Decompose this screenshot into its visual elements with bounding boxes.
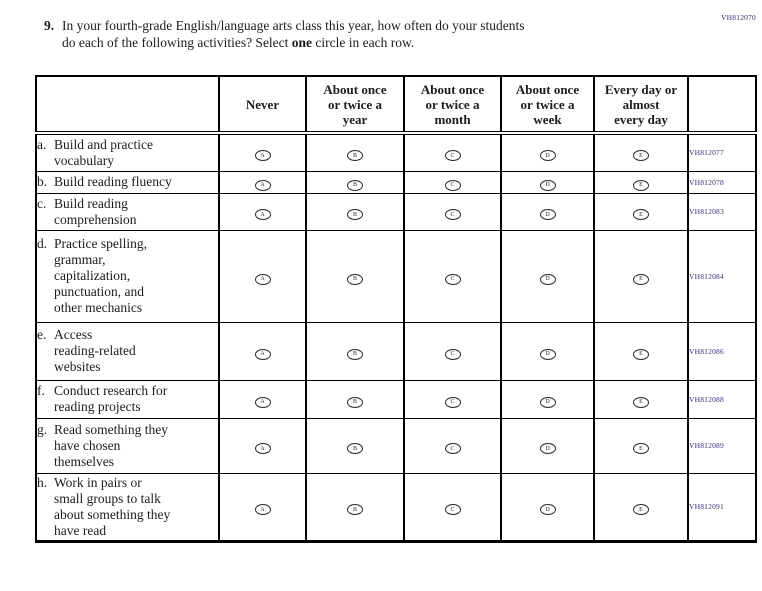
row-b-item-code: VH812078 xyxy=(687,170,757,194)
answer-circle-e[interactable]: E xyxy=(633,504,649,515)
row-d-prefix: d. xyxy=(37,236,48,251)
answer-circle-d[interactable]: D xyxy=(539,150,556,162)
row-g-item-code: VH812089 xyxy=(687,417,757,474)
row-g-text: Read something they have chosen themselv… xyxy=(54,421,168,469)
answer-circle-e[interactable]: E xyxy=(633,179,649,191)
answer-circle-b[interactable]: B xyxy=(347,348,363,360)
form-code-top-right: VH812070 xyxy=(721,13,756,22)
row-a-label: a. Build and practice vocabulary xyxy=(35,132,220,172)
header-once-twice-week: About once or twice a week xyxy=(500,75,595,135)
row-c-label: c. Build reading comprehension xyxy=(35,192,220,231)
answer-circle-e[interactable]: E xyxy=(633,443,649,454)
answer-circle-c[interactable]: C xyxy=(444,273,461,285)
answer-circle-e[interactable]: E xyxy=(633,209,649,220)
answer-circle-a[interactable]: A xyxy=(254,273,271,285)
row-c-item-code: VH812083 xyxy=(687,192,757,231)
answer-circle-a[interactable]: A xyxy=(254,209,271,220)
row-a-item-code: VH812077 xyxy=(687,132,757,172)
question-number: 9. xyxy=(44,18,55,33)
answer-circle-b[interactable]: B xyxy=(347,443,363,454)
row-h-item-code: VH812091 xyxy=(687,472,757,542)
question-line2-pre: do each of the following activities? Sel… xyxy=(62,34,292,50)
header-row: Never About once or twice a year About o… xyxy=(35,75,757,135)
answer-circle-c[interactable]: C xyxy=(444,209,461,220)
answer-circle-a[interactable]: A xyxy=(254,348,271,360)
answer-circle-d[interactable]: D xyxy=(539,179,556,191)
header-empty-label-col xyxy=(35,75,220,135)
answer-circle-d[interactable]: D xyxy=(539,504,556,515)
row-e-prefix: e. xyxy=(37,327,47,342)
row-h-text: Work in pairs or small groups to talk ab… xyxy=(54,474,171,538)
answer-circle-a[interactable]: A xyxy=(254,443,271,454)
header-once-twice-month: About once or twice a month xyxy=(403,75,502,135)
question-line1: In your fourth-grade English/language ar… xyxy=(62,18,525,33)
activities-frequency-table: Never About once or twice a year About o… xyxy=(35,75,757,543)
row-f-item-code: VH812088 xyxy=(687,379,757,419)
row-h-prefix: h. xyxy=(37,474,48,490)
answer-circle-a[interactable]: A xyxy=(254,150,271,162)
row-h-label: h. Work in pairs or small groups to talk … xyxy=(35,472,220,542)
question-line2-bold: one xyxy=(291,34,313,50)
answer-circle-b[interactable]: B xyxy=(347,396,363,408)
row-e-label: e. Access reading-related websites xyxy=(35,321,220,381)
row-c-text: Build reading comprehension xyxy=(54,195,137,227)
answer-circle-b[interactable]: B xyxy=(347,273,363,285)
table-row-d: d. Practice spelling, grammar, capitaliza… xyxy=(35,229,757,323)
table-row-e: e. Access reading-related websites A B C … xyxy=(35,321,757,381)
answer-circle-a[interactable]: A xyxy=(254,179,271,191)
answer-circle-a[interactable]: A xyxy=(254,396,271,408)
answer-circle-c[interactable]: C xyxy=(444,150,461,162)
answer-circle-d[interactable]: D xyxy=(539,443,556,454)
answer-circle-d[interactable]: D xyxy=(539,209,556,220)
row-f-prefix: f. xyxy=(37,383,45,398)
answer-circle-d[interactable]: D xyxy=(539,348,556,360)
table-row-g: g. Read something they have chosen themse… xyxy=(35,417,757,474)
row-c-prefix: c. xyxy=(37,195,47,211)
table-row-h: h. Work in pairs or small groups to talk … xyxy=(35,472,757,542)
row-e-item-code: VH812086 xyxy=(687,321,757,381)
answer-circle-c[interactable]: C xyxy=(444,348,461,360)
row-a-text: Build and practice vocabulary xyxy=(54,136,153,168)
answer-circle-d[interactable]: D xyxy=(539,273,556,285)
row-b-prefix: b. xyxy=(37,174,48,189)
row-e-text: Access reading-related websites xyxy=(54,327,136,374)
answer-circle-e[interactable]: E xyxy=(633,348,649,360)
header-never: Never xyxy=(218,75,307,135)
question-block: 9. In your fourth-grade English/language… xyxy=(44,18,684,51)
header-empty-code-col xyxy=(687,75,757,135)
answer-circle-b[interactable]: B xyxy=(347,209,363,220)
answer-circle-a[interactable]: A xyxy=(254,504,271,515)
answer-circle-c[interactable]: C xyxy=(444,443,461,454)
header-once-twice-year: About once or twice a year xyxy=(305,75,405,135)
header-every-day: Every day or almost every day xyxy=(593,75,689,135)
row-d-text: Practice spelling, grammar, capitalizati… xyxy=(54,236,147,315)
answer-circle-c[interactable]: C xyxy=(444,504,461,515)
table-row-b: b. Build reading fluency A B C D E VH8120… xyxy=(35,170,757,194)
answer-circle-e[interactable]: E xyxy=(633,273,649,285)
row-a-prefix: a. xyxy=(37,136,47,152)
table-row-a: a. Build and practice vocabulary A B C D … xyxy=(35,132,757,172)
row-g-prefix: g. xyxy=(37,421,48,437)
answer-circle-d[interactable]: D xyxy=(539,396,556,408)
row-d-item-code: VH812084 xyxy=(687,229,757,323)
answer-circle-e[interactable]: E xyxy=(633,150,649,162)
answer-circle-e[interactable]: E xyxy=(633,396,649,408)
question-text: In your fourth-grade English/language ar… xyxy=(62,18,684,51)
table-row-c: c. Build reading comprehension A B C D E … xyxy=(35,192,757,231)
table-row-f: f. Conduct research for reading projects … xyxy=(35,379,757,419)
row-g-label: g. Read something they have chosen themse… xyxy=(35,417,220,474)
row-b-text: Build reading fluency xyxy=(54,174,172,189)
answer-circle-b[interactable]: B xyxy=(347,504,363,515)
row-b-label: b. Build reading fluency xyxy=(35,170,220,194)
answer-circle-b[interactable]: B xyxy=(347,150,363,162)
row-d-label: d. Practice spelling, grammar, capitaliza… xyxy=(35,229,220,323)
answer-circle-c[interactable]: C xyxy=(444,396,461,408)
question-line2-post: circle in each row. xyxy=(312,34,415,50)
row-f-label: f. Conduct research for reading projects xyxy=(35,379,220,419)
row-f-text: Conduct research for reading projects xyxy=(54,383,168,414)
answer-circle-b[interactable]: B xyxy=(347,179,363,191)
answer-circle-c[interactable]: C xyxy=(444,179,461,191)
